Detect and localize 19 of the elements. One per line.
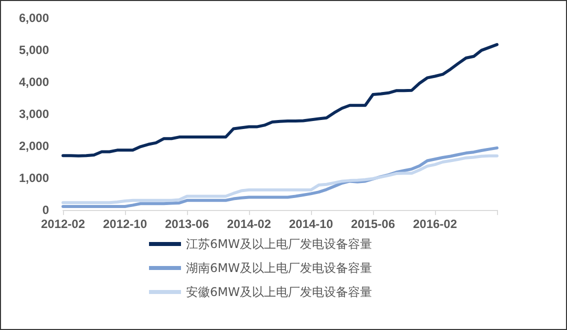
line-series bbox=[62, 43, 498, 158]
y-tick-label: 6,000 bbox=[18, 11, 50, 25]
y-tick-label: 1,000 bbox=[18, 171, 50, 185]
y-tick-label: 5,000 bbox=[18, 43, 50, 57]
x-tick-label: 2015-06 bbox=[350, 217, 396, 231]
x-tick-label: 2014-10 bbox=[288, 217, 334, 231]
legend-label: 湖南6MW及以上电厂发电设备容量 bbox=[186, 261, 372, 275]
x-tick-label: 2016-02 bbox=[412, 217, 458, 231]
x-tick-label: 2013-06 bbox=[164, 217, 210, 231]
y-tick-label: 4,000 bbox=[18, 75, 50, 89]
y-tick-label: 2,000 bbox=[18, 139, 50, 153]
line-series bbox=[62, 154, 498, 204]
y-tick-label: 3,000 bbox=[18, 107, 50, 121]
x-tick-label: 2012-02 bbox=[40, 217, 86, 231]
legend-label: 江苏6MW及以上电厂发电设备容量 bbox=[186, 237, 372, 251]
legend-label: 安徽6MW及以上电厂发电设备容量 bbox=[186, 285, 372, 299]
y-tick-label: 0 bbox=[42, 203, 50, 217]
x-tick-label: 2014-02 bbox=[226, 217, 272, 231]
x-tick-label: 2012-10 bbox=[102, 217, 148, 231]
